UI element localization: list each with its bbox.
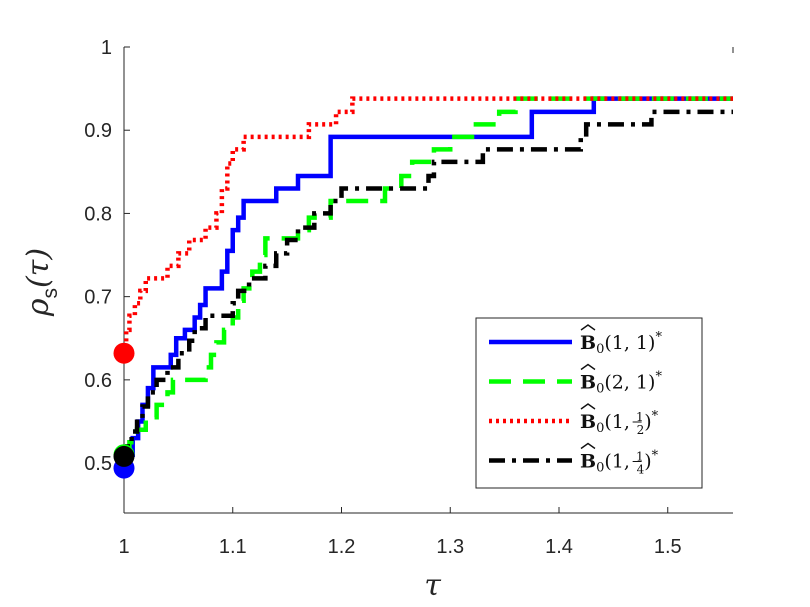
- series-layer: [123, 96, 733, 471]
- start-marker-2: [113, 342, 135, 364]
- x-tick-label: 1.4: [545, 536, 573, 558]
- legend-box: [475, 317, 703, 489]
- x-tick-label: 1.3: [436, 536, 464, 558]
- y-axis-label: ρs(τ): [21, 248, 62, 317]
- legend-label-0: B0(1, 1)*: [580, 330, 662, 357]
- series-line-2: [123, 96, 733, 356]
- axis-labels: τ ρs(τ): [21, 248, 441, 603]
- series-line-3: [124, 109, 733, 459]
- series-line-0: [123, 96, 733, 471]
- start-marker-3: [113, 445, 135, 467]
- y-tick-label: 0.9: [84, 120, 112, 142]
- y-tick-label: 0.5: [84, 453, 112, 475]
- legend-label-1: B0(2, 1)*: [580, 370, 662, 397]
- legend-label-3: B0(1, 1 4)*: [580, 449, 659, 477]
- y-tick-label: 0.8: [84, 203, 112, 225]
- y-tick-label: 0.6: [84, 370, 112, 392]
- legend-label-2: B0(1, 1 2)*: [580, 409, 659, 437]
- legend-hat-2: [580, 403, 596, 410]
- axes: 1 1.1 1.2 1.3 1.4 1.5 0.5 0.6 0.7 0.8 0.9 1: [84, 37, 734, 558]
- x-tick-label: 1.2: [328, 536, 356, 558]
- y-tick-label: 1: [101, 37, 112, 59]
- x-tick-label: 1.5: [654, 536, 682, 558]
- x-tick-label: 1.1: [219, 536, 247, 558]
- legend-hat-3: [580, 442, 596, 450]
- x-axis-label: τ: [424, 568, 441, 603]
- legend-hat-1: [580, 363, 596, 371]
- start-markers: [113, 342, 135, 479]
- x-tick-label: 1: [118, 536, 129, 558]
- series-line-1: [124, 96, 733, 457]
- legend: B0(1, 1)* B0(2, 1)* B0(1, 1 2)* B0(1, 1 4)*: [475, 317, 703, 489]
- legend-hat-0: [580, 324, 596, 331]
- y-tick-label: 0.7: [84, 287, 112, 309]
